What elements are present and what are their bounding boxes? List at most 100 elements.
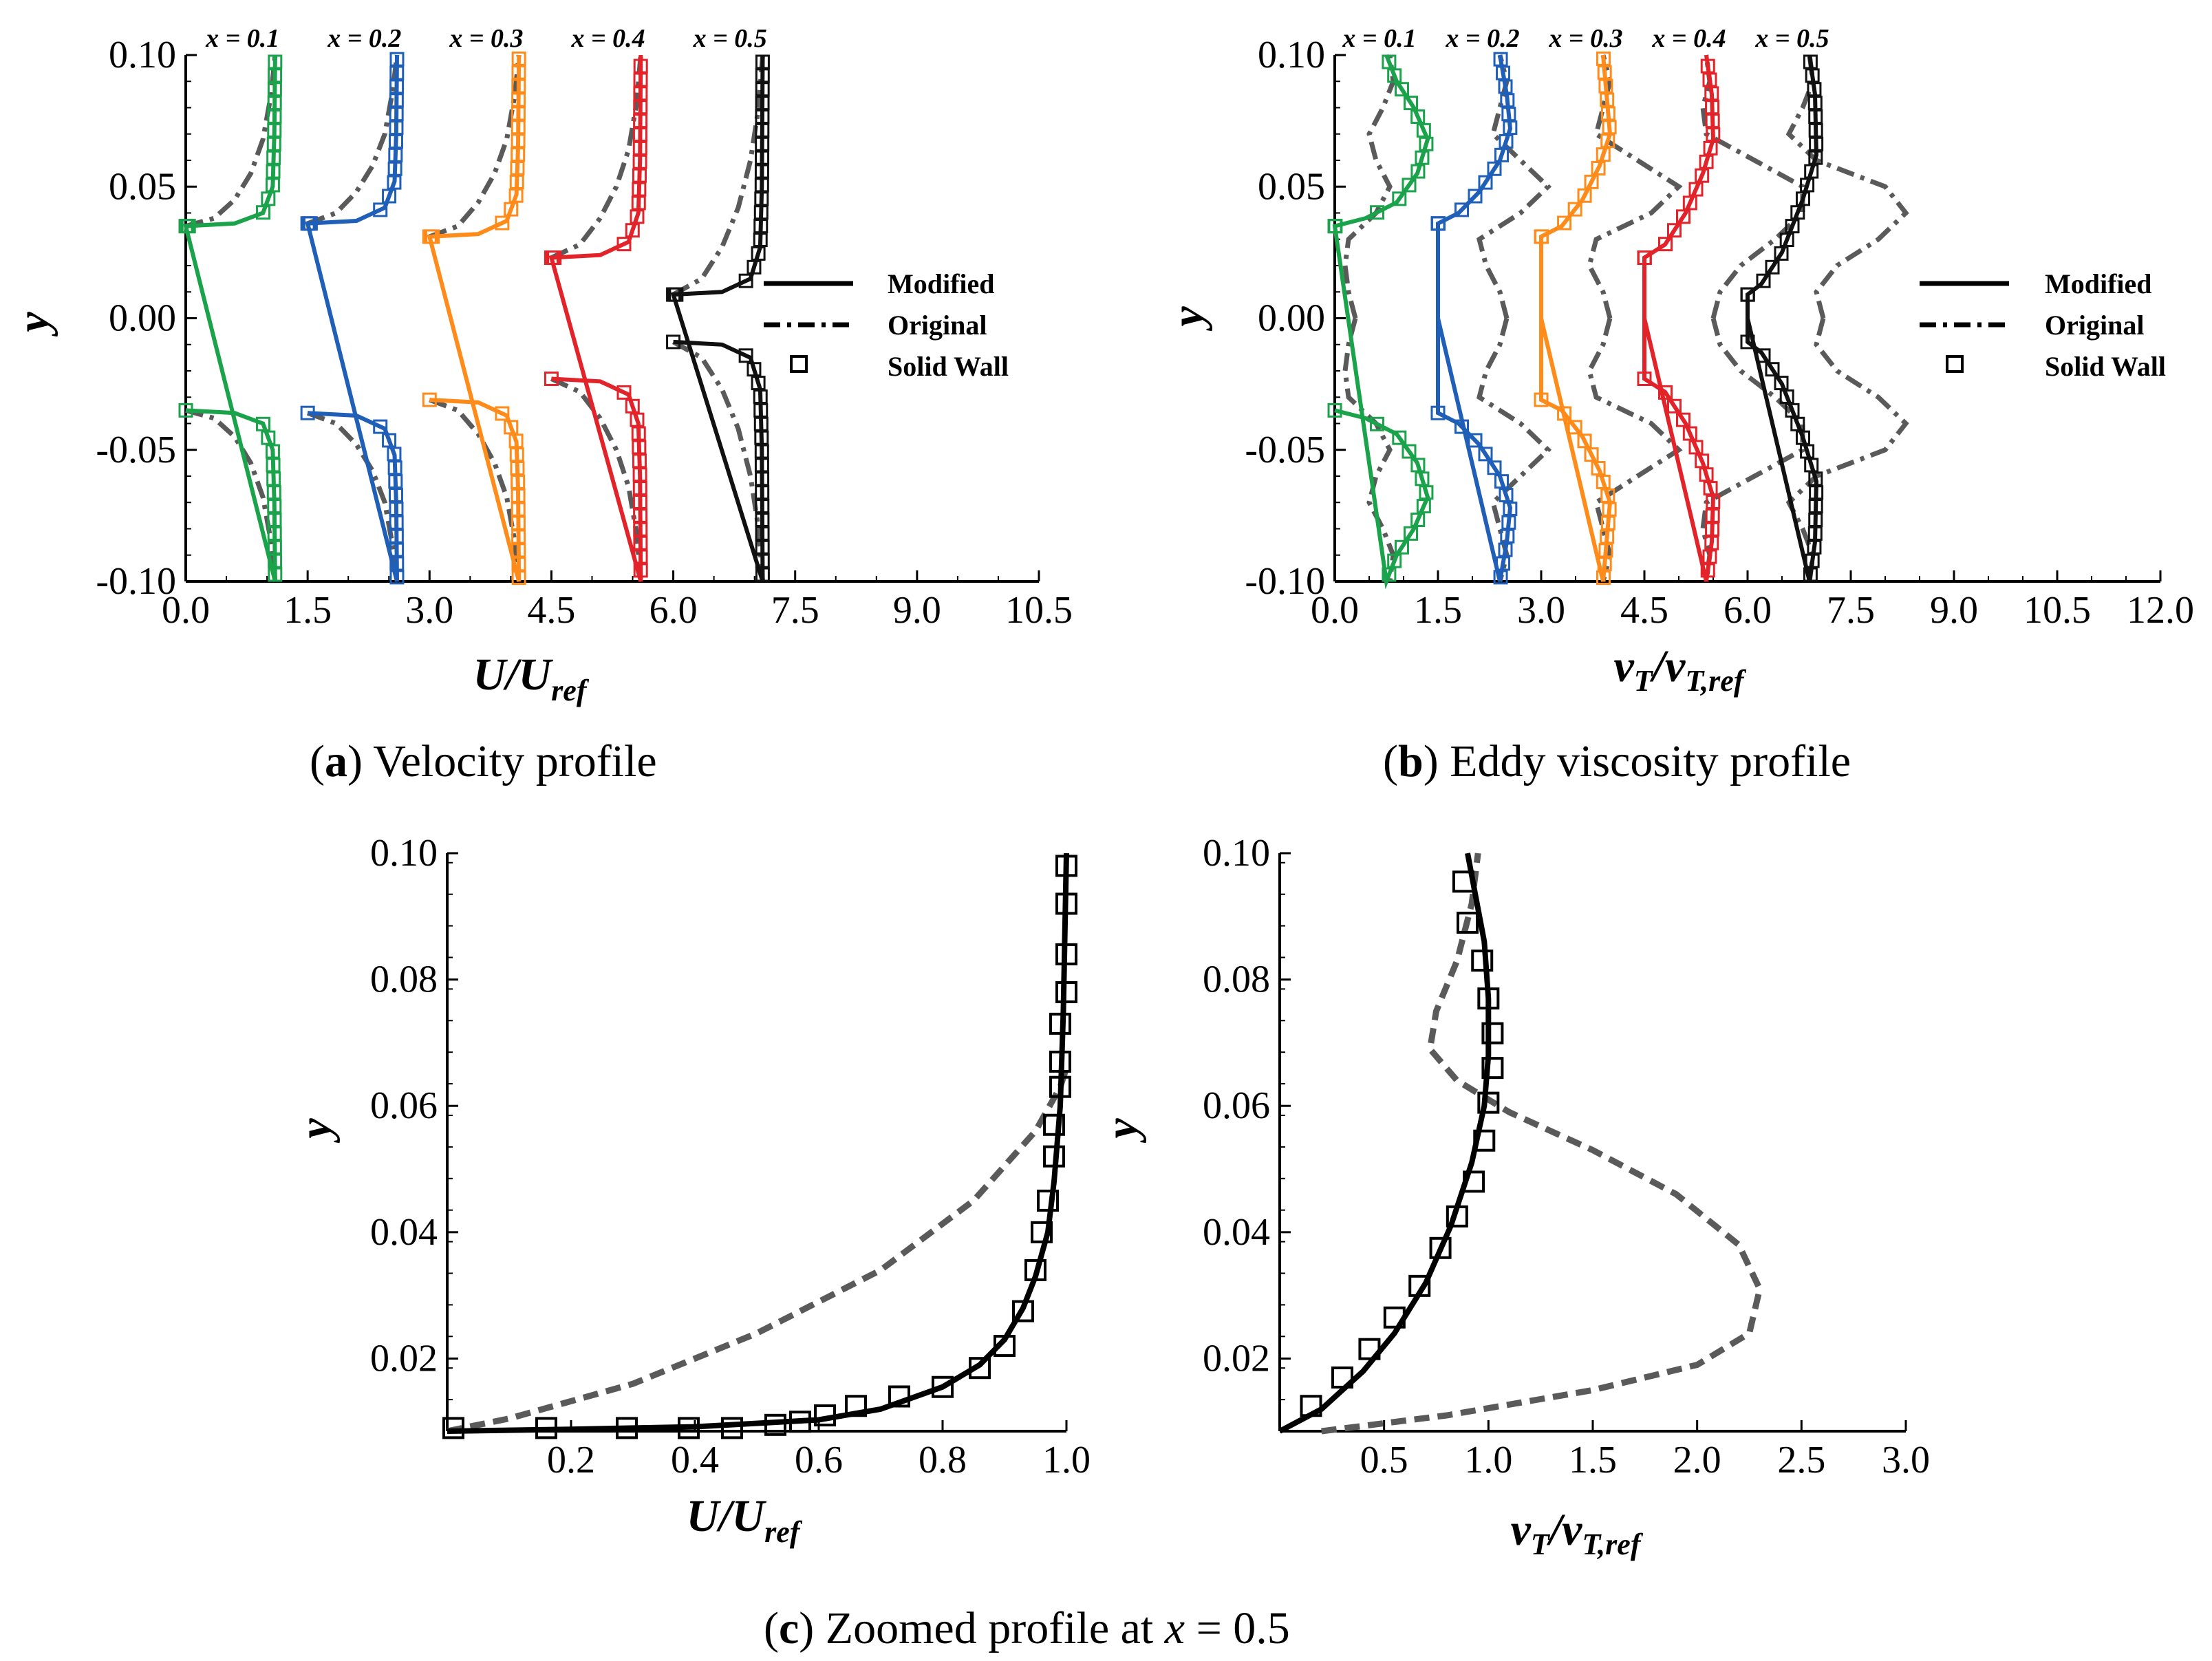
solid-wall-marker [1804,164,1819,179]
solid-wall-marker [300,405,315,420]
solid-wall-marker [267,499,282,514]
solid-wall-marker [1699,467,1714,482]
solid-wall-marker [1705,100,1720,115]
solid-wall-marker [261,191,276,206]
solid-wall-marker [267,82,282,97]
solid-wall-marker [1387,553,1402,568]
x-tick-label: 10.5 [2023,589,2091,632]
solid-wall-marker [1493,52,1508,67]
solid-wall-marker [1358,1338,1381,1360]
solid-wall-marker [266,471,281,486]
solid-wall-marker [1430,216,1446,231]
solid-wall-marker [754,178,769,193]
solid-wall-marker [1790,416,1805,431]
x-tick-label: 0.0 [1311,589,1359,632]
solid-wall-marker [1501,107,1516,122]
solid-wall-marker [1705,522,1720,537]
solid-wall-marker [388,488,403,503]
solid-wall-marker [1808,150,1823,165]
legend-solid-wall-marker [790,355,808,373]
series-title-1: x = 0.1 [205,24,279,53]
solid-wall-marker [751,246,766,261]
original-curve-4-lower [550,376,643,582]
solid-wall-marker [1402,178,1417,193]
solid-wall-marker [1803,54,1818,69]
solid-wall-marker [373,202,388,217]
modified-curve-3 [1539,54,1613,582]
panel-a-xlabel: U/Uref [473,650,590,707]
solid-wall-marker [1740,287,1755,302]
solid-wall-marker [1024,1258,1046,1281]
solid-wall-marker [511,557,526,572]
x-tick-label: 0.0 [162,589,210,632]
solid-wall-marker [265,444,280,459]
solid-wall-marker [1774,246,1789,261]
solid-wall-marker [1500,93,1515,108]
solid-wall-marker [754,458,769,473]
solid-wall-marker [511,92,526,107]
solid-wall-marker [1055,892,1077,915]
solid-wall-marker [511,488,526,503]
solid-wall-marker [1055,943,1077,965]
solid-wall-marker [266,458,281,473]
solid-wall-marker [1415,150,1430,165]
solid-wall-marker [1803,567,1818,582]
original-curve-4-upper [550,54,643,260]
solid-wall-marker [1567,420,1582,435]
solid-wall-marker [178,403,193,418]
solid-wall-marker [495,215,510,231]
solid-wall-marker [632,154,647,169]
x-tick-label: 0.4 [671,1439,719,1481]
solid-wall-marker [631,426,646,441]
solid-wall-marker [1805,68,1820,83]
solid-wall-marker [616,237,632,252]
solid-wall-marker [181,219,196,234]
solid-wall-marker [389,501,404,516]
solid-wall-marker [382,189,397,204]
panel-b-xlabel: νT/νT,ref [1614,641,1747,698]
modified-curve-2 [1436,54,1513,582]
panel-a-original-series [185,54,765,582]
original-curve-5-upper [672,54,765,297]
y-tick-label: 0.10 [1203,832,1270,875]
solid-wall-marker [495,406,510,421]
original-curve-2-lower [306,410,400,582]
solid-wall-marker [1408,1274,1431,1297]
y-tick-label: 0.10 [370,832,438,875]
solid-wall-marker [1468,189,1483,204]
solid-wall-marker [1496,556,1511,571]
solid-wall-marker [1807,539,1822,555]
solid-wall-marker [1416,499,1431,514]
y-tick-label: 0.05 [1258,165,1325,208]
solid-wall-marker [511,133,526,149]
solid-wall-marker [632,467,647,482]
panel-a-axes: 0.0 1.5 3.0 4.5 6.0 7.5 9.0 10.5 -0.10 -0.05 0.00 0… [96,34,1073,632]
solid-wall-marker [632,453,647,469]
solid-wall-marker [1740,334,1755,350]
solid-wall-marker [1577,433,1592,449]
panel-a-velocity: 0.0 1.5 3.0 4.5 6.0 7.5 9.0 10.5 -0.10 -0.05 0.00 0… [8,24,1073,707]
modified-curve-3 [427,54,522,582]
solid-wall-marker [632,481,647,496]
y-tick-label: 0.04 [1203,1211,1270,1254]
solid-wall-marker [1596,474,1611,489]
x-tick-label: 4.5 [527,589,575,632]
panel-a-series-titles: x = 0.1 x = 0.2 x = 0.3 x = 0.4 x = 0.5 [205,24,767,53]
solid-wall-marker [373,419,388,434]
x-tick-label: 1.5 [283,589,332,632]
solid-wall-marker [754,191,769,206]
solid-wall-marker [267,122,282,138]
solid-wall-marker [511,106,526,121]
solid-wall-marker [1695,453,1710,469]
solid-wall-marker [1591,160,1606,175]
solid-wall-marker [1756,273,1771,288]
solid-wall-marker [1598,78,1613,94]
solid-wall-marker [1481,1057,1504,1080]
solid-wall-marker [1452,870,1474,893]
solid-wall-marker [1410,458,1426,473]
solid-wall-marker [1395,539,1409,555]
panel-c-left-axes: 0.2 0.4 0.6 0.8 1.0 0.02 0.04 0.06 0.08 0.10 [370,832,1091,1481]
original-curve-1-upper [1342,54,1396,319]
series-title-3: x = 0.3 [1548,24,1622,53]
panel-c-left-velocity-zoom: 0.2 0.4 0.6 0.8 1.0 0.02 0.04 0.06 0.08 0.10 y U/… [290,832,1091,1549]
